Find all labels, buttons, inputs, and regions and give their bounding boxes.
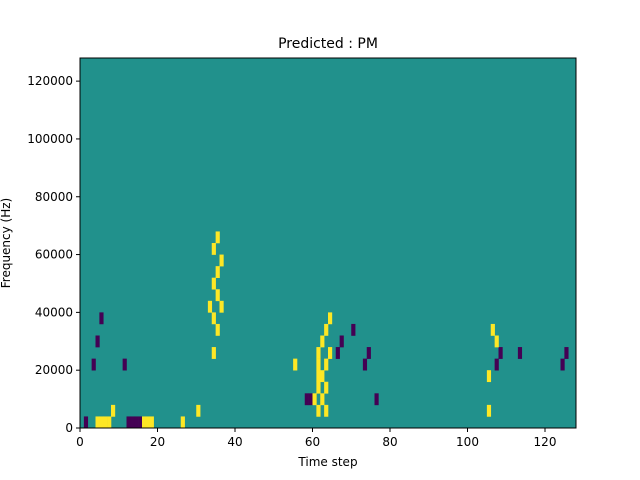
heatmap-cell-high — [145, 416, 151, 429]
heatmap-cell-low — [362, 358, 368, 371]
heatmap-cell-high — [316, 381, 321, 394]
heatmap-cell-low — [374, 393, 379, 406]
heatmap-cell-low — [126, 416, 131, 429]
heatmap-cell-low — [517, 347, 523, 359]
heatmap-cell-high — [111, 404, 116, 417]
heatmap-cell-low — [99, 312, 104, 325]
heatmap-background — [80, 58, 576, 428]
x-tick-label: 80 — [382, 435, 397, 449]
heatmap-cell-low — [498, 347, 503, 359]
heatmap-cell-high — [324, 323, 329, 336]
x-axis-label: Time step — [297, 455, 357, 469]
heatmap-cell-high — [320, 335, 325, 348]
heatmap-cell-high — [149, 416, 154, 429]
x-tick-label: 100 — [456, 435, 479, 449]
y-axis: 0 20000 40000 60000 80000 100000 120000 — [27, 74, 80, 435]
heatmap-cell-low — [366, 347, 371, 359]
heatmap-cell-high — [494, 335, 499, 348]
heatmap-cell-high — [211, 243, 216, 255]
heatmap-cell-high — [215, 231, 220, 244]
heatmap-cell-high — [312, 393, 317, 406]
heatmap-cell-high — [328, 312, 333, 325]
heatmap-cell-high — [99, 416, 104, 429]
heatmap-cell-high — [180, 416, 185, 429]
heatmap-cell-high — [95, 416, 100, 429]
heatmap-cell-high — [324, 358, 329, 371]
heatmap-cell-low — [91, 358, 96, 371]
heatmap-cell-low — [560, 358, 565, 371]
heatmap-cell-high — [211, 347, 216, 359]
heatmap-cell-low — [122, 358, 127, 371]
heatmap-cell-high — [215, 289, 220, 302]
heatmap-cell-high — [328, 347, 333, 359]
x-tick-label: 120 — [534, 435, 557, 449]
x-tick-label: 60 — [305, 435, 320, 449]
heatmap-cell-high — [324, 381, 329, 394]
heatmap-cell-low — [138, 416, 143, 429]
y-tick-label: 60000 — [35, 248, 73, 262]
heatmap-cell-low — [95, 335, 100, 348]
heatmap-cell-high — [486, 370, 492, 383]
heatmap-cell-low — [335, 347, 340, 359]
y-tick-label: 0 — [65, 421, 73, 435]
heatmap-cell-low — [564, 347, 569, 359]
heatmap-cell-high — [142, 416, 147, 429]
heatmap-cell-low — [304, 393, 309, 406]
heatmap-cell-low — [134, 416, 139, 429]
heatmap-cell-high — [103, 416, 108, 429]
x-axis: 0 20 40 60 80 100 120 — [76, 428, 556, 449]
plot-area — [80, 58, 576, 429]
heatmap-cell-high — [215, 266, 220, 278]
heatmap-cell-high — [215, 323, 220, 336]
heatmap-cell-high — [324, 404, 329, 417]
heatmap-cell-high — [211, 277, 216, 290]
y-tick-label: 80000 — [35, 190, 73, 204]
heatmap-cell-low — [351, 323, 356, 336]
y-tick-label: 100000 — [27, 132, 73, 146]
x-tick-label: 0 — [76, 435, 84, 449]
heatmap-cell-high — [219, 300, 224, 313]
heatmap-cell-high — [320, 393, 325, 406]
plot-frame — [79, 57, 577, 429]
heatmap-cell-high — [207, 300, 213, 313]
heatmap-cell-low — [130, 416, 135, 429]
heatmap-cell-high — [316, 347, 321, 359]
heatmap-cell-high — [196, 404, 201, 417]
heatmap-cell-high — [490, 323, 495, 336]
y-axis-label: Frequency (Hz) — [0, 198, 13, 289]
heatmap-cell-high — [219, 254, 224, 267]
heatmap-cell-low — [83, 416, 89, 429]
heatmap-cell-low — [494, 358, 499, 371]
heatmap-cell-high — [316, 358, 321, 371]
x-tick-label: 20 — [150, 435, 165, 449]
heatmap-cell-low — [308, 393, 313, 406]
y-tick-label: 120000 — [27, 74, 73, 88]
heatmap-cell-high — [320, 370, 325, 383]
heatmap-cell-low — [339, 335, 344, 348]
y-tick-label: 40000 — [35, 305, 73, 319]
heatmap-cell-high — [293, 358, 298, 371]
heatmap-cell-high — [316, 370, 321, 383]
chart-title: Predicted : PM — [278, 36, 378, 52]
heatmap-cell-high — [486, 404, 492, 417]
heatmap-cell-high — [211, 312, 216, 325]
heatmap-cell-high — [316, 404, 321, 417]
y-tick-label: 20000 — [35, 363, 73, 377]
heatmap-cell-high — [107, 416, 112, 429]
x-tick-label: 40 — [227, 435, 242, 449]
